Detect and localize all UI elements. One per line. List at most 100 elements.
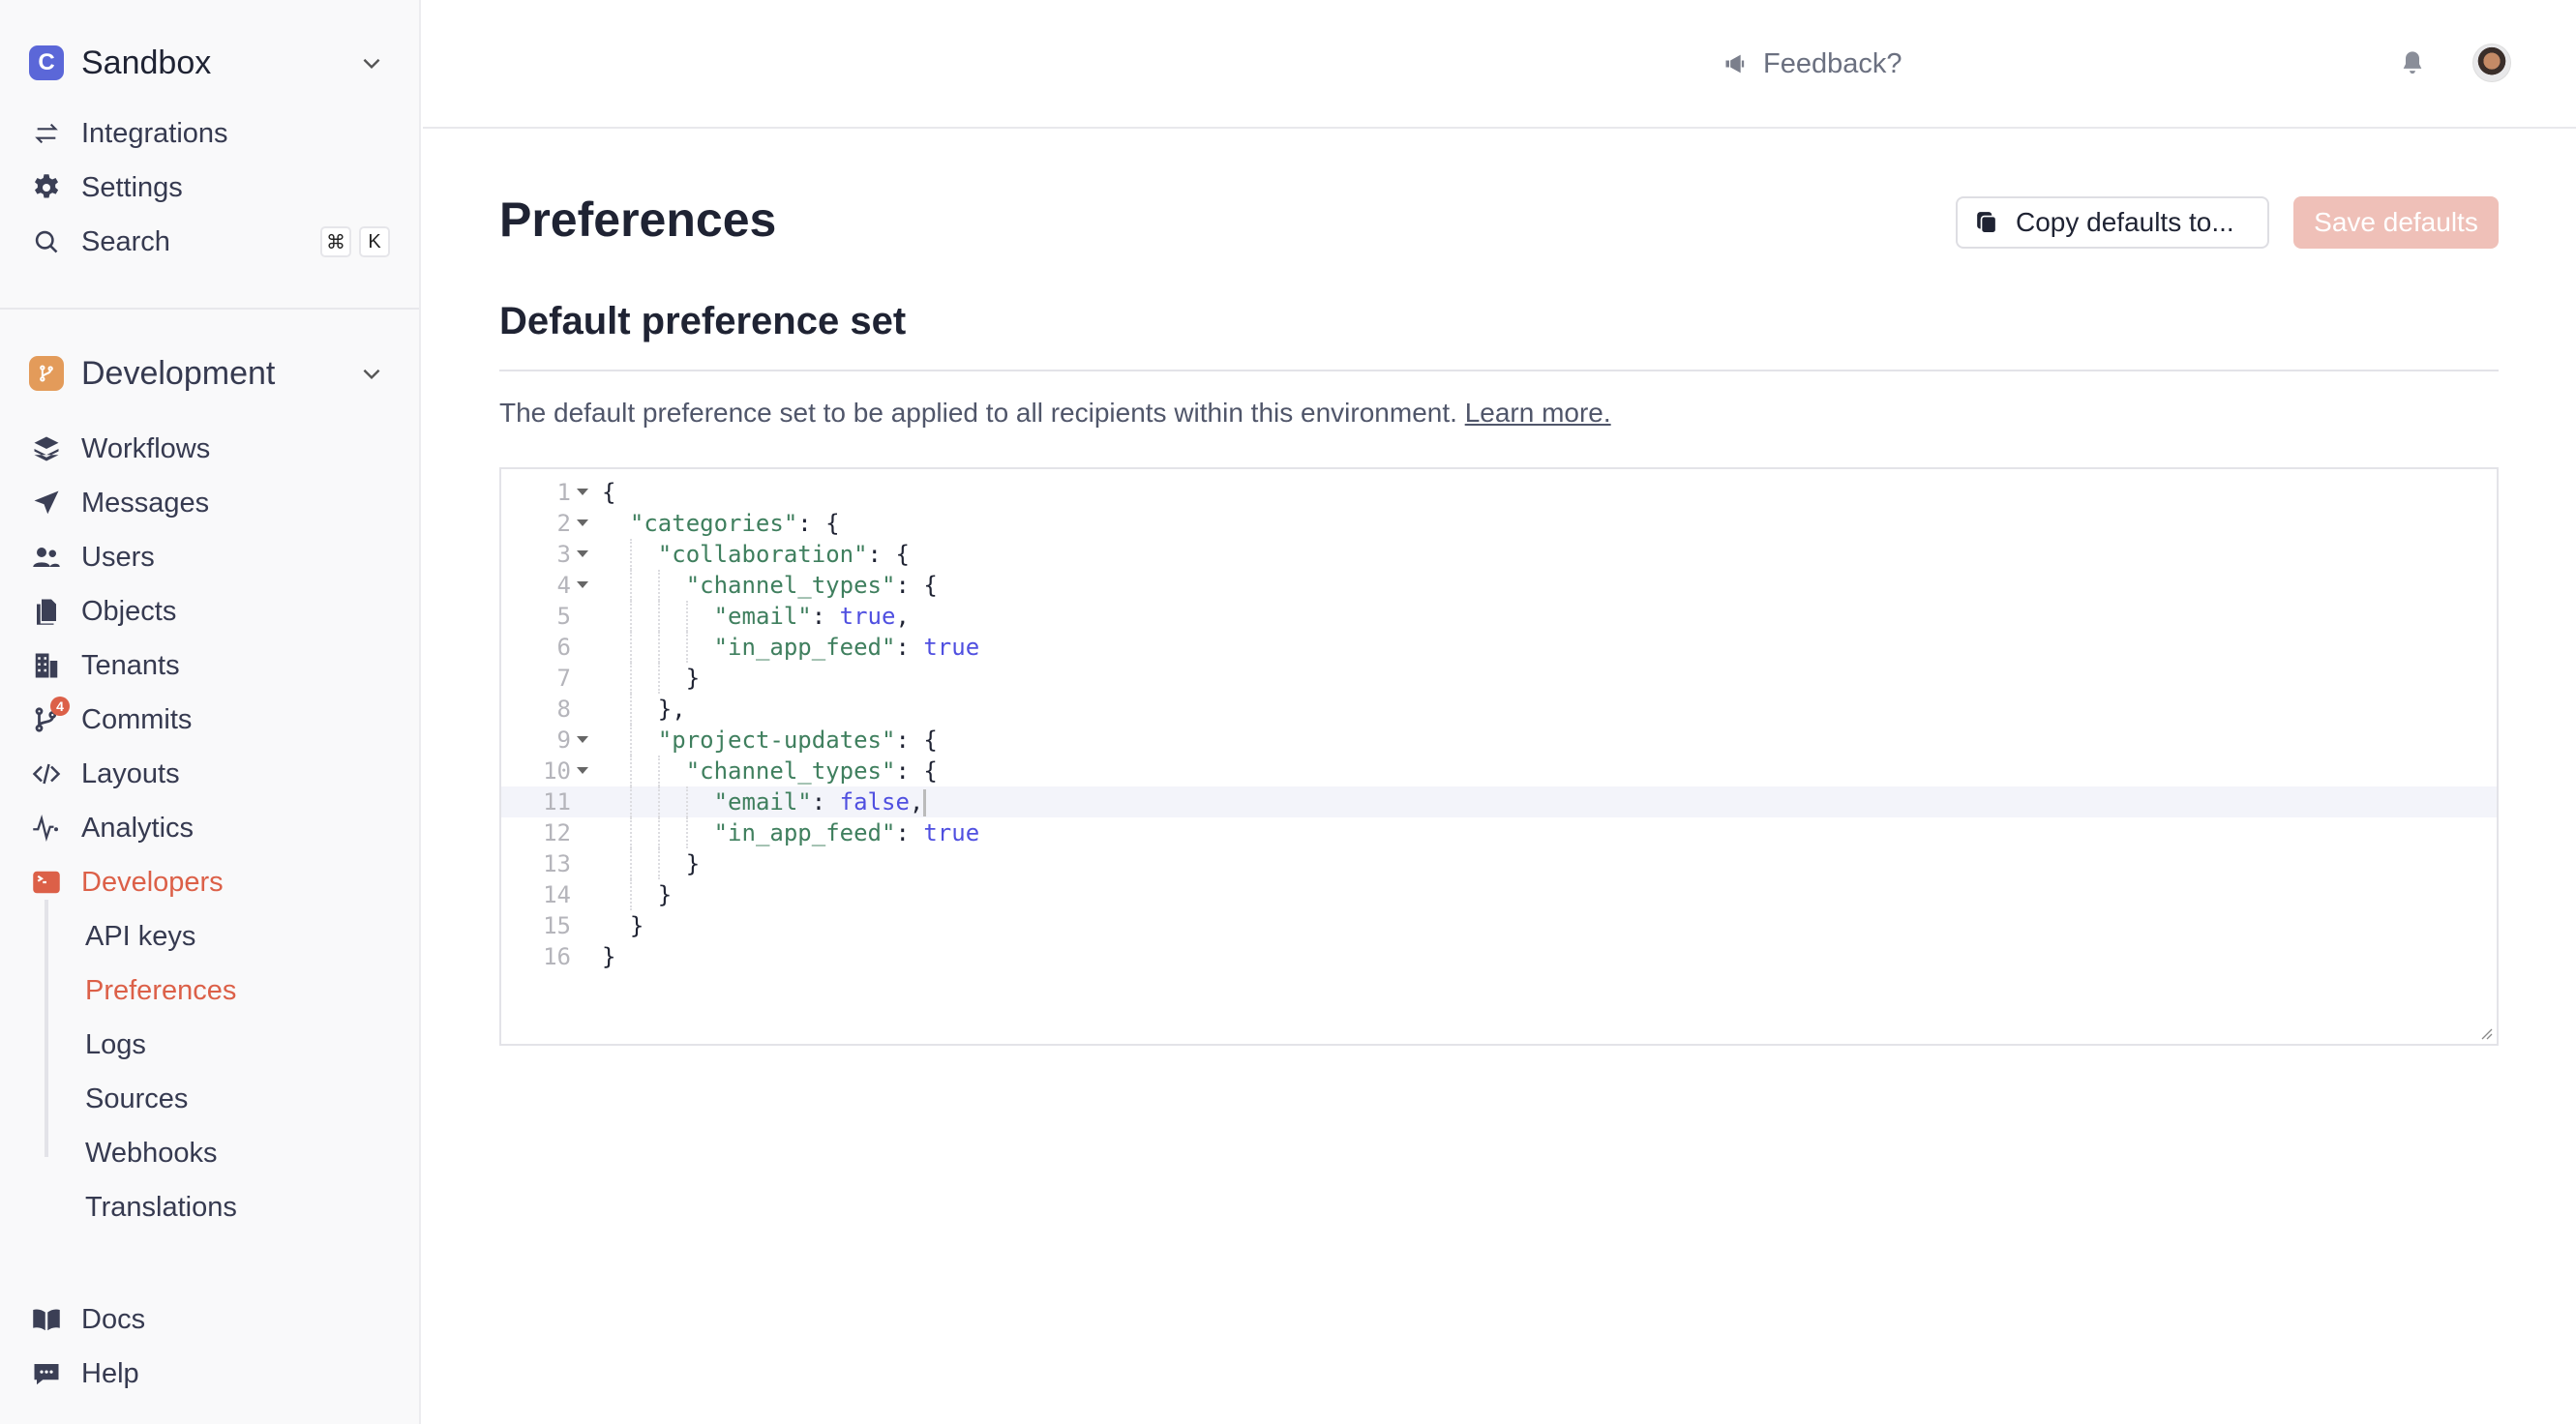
line-number: 9 <box>556 727 571 754</box>
indent-guide <box>629 632 632 663</box>
code-line[interactable]: 3 "collaboration": { <box>501 539 2497 570</box>
arrows-exchange-icon <box>29 116 64 151</box>
sidebar-item-objects[interactable]: Objects <box>29 587 390 636</box>
code-line[interactable]: 10 "channel_types": { <box>501 756 2497 786</box>
code-line[interactable]: 13} <box>501 848 2497 879</box>
section-description: The default preference set to be applied… <box>499 398 1611 429</box>
code-content: "project-updates": { <box>658 725 938 756</box>
indent-guide <box>685 632 688 663</box>
token-string: "email" <box>713 603 812 630</box>
feedback-button[interactable]: Feedback? <box>1722 43 1902 85</box>
code-line[interactable]: 16} <box>501 941 2497 972</box>
environment-name: Sandbox <box>81 44 212 81</box>
code-line[interactable]: 7} <box>501 663 2497 694</box>
fold-toggle-icon[interactable] <box>577 736 588 743</box>
token-punct: } <box>685 665 701 692</box>
sidebar-item-help[interactable]: Help <box>29 1350 390 1398</box>
subnav-item-sources[interactable]: Sources <box>85 1083 189 1114</box>
code-line[interactable]: 14} <box>501 879 2497 910</box>
token-string: "categories" <box>629 510 798 537</box>
fold-toggle-icon[interactable] <box>577 489 588 495</box>
user-avatar[interactable] <box>2472 44 2511 82</box>
code-line[interactable]: 12 "in_app_feed": true <box>501 817 2497 848</box>
code-line[interactable]: 2 "categories": { <box>501 508 2497 539</box>
code-line[interactable]: 1{ <box>501 477 2497 508</box>
token-punct: } <box>629 912 644 939</box>
json-editor[interactable]: 1{2 "categories": {3 "collaboration": {4 "c… <box>499 467 2499 1046</box>
fold-toggle-icon[interactable] <box>577 581 588 588</box>
line-number: 6 <box>556 634 571 661</box>
sidebar-item-docs[interactable]: Docs <box>29 1295 390 1344</box>
fold-toggle-icon[interactable] <box>577 550 588 557</box>
line-number: 2 <box>556 510 571 537</box>
token-punct: } <box>602 943 616 970</box>
resize-handle-icon[interactable] <box>2479 1026 2493 1040</box>
environment-switcher[interactable]: C Sandbox <box>29 39 390 87</box>
chevron-down-icon <box>363 58 380 70</box>
sidebar-item-messages[interactable]: Messages <box>29 479 390 527</box>
token-string: "collaboration" <box>657 541 868 568</box>
gear-icon <box>29 170 64 205</box>
paper-plane-icon <box>29 486 64 520</box>
sidebar-item-commits[interactable]: 4 Commits <box>29 696 390 744</box>
copy-defaults-label: Copy defaults to... <box>2016 207 2234 237</box>
sidebar-item-label: Objects <box>81 595 177 627</box>
terminal-icon <box>29 865 64 900</box>
code-icon <box>29 756 64 791</box>
code-line[interactable]: 11 "email": false, <box>501 786 2497 817</box>
token-punct: } <box>685 850 701 877</box>
token-bool: true <box>839 603 896 630</box>
branch-switcher[interactable]: Development <box>29 349 390 398</box>
code-line[interactable]: 9 "project-updates": { <box>501 725 2497 756</box>
fold-toggle-icon[interactable] <box>577 519 588 526</box>
sidebar-item-developers[interactable]: Developers <box>29 858 390 906</box>
token-bool: false <box>839 788 910 816</box>
sidebar-item-workflows[interactable]: Workflows <box>29 425 390 473</box>
sidebar-item-label: Layouts <box>81 757 180 789</box>
shortcut-key: K <box>359 226 390 257</box>
code-content: } <box>630 910 644 941</box>
subnav-item-webhooks[interactable]: Webhooks <box>85 1138 218 1169</box>
bell-icon[interactable] <box>2399 48 2426 77</box>
sidebar-item-users[interactable]: Users <box>29 533 390 581</box>
sidebar-item-layouts[interactable]: Layouts <box>29 750 390 798</box>
environment-logo: C <box>29 45 64 80</box>
users-icon <box>29 540 64 575</box>
sidebar-item-label: Search <box>81 225 170 257</box>
code-content: } <box>686 848 700 879</box>
indent-guide <box>685 786 688 817</box>
sidebar-item-integrations[interactable]: Integrations <box>29 109 390 158</box>
indent-guide <box>657 786 660 817</box>
indent-guide <box>629 570 632 601</box>
sidebar-item-search[interactable]: Search ⌘ K <box>29 218 390 266</box>
description-text: The default preference set to be applied… <box>499 398 1457 428</box>
learn-more-link[interactable]: Learn more. <box>1464 398 1611 428</box>
feedback-label: Feedback? <box>1763 47 1902 79</box>
token-punct: }, <box>657 696 686 723</box>
sidebar-item-label: Users <box>81 541 155 573</box>
sidebar-item-analytics[interactable]: Analytics <box>29 804 390 852</box>
copy-defaults-button[interactable]: Copy defaults to... <box>1956 196 2269 249</box>
code-line[interactable]: 4 "channel_types": { <box>501 570 2497 601</box>
sidebar-item-label: Tenants <box>81 649 180 681</box>
code-content: } <box>686 663 700 694</box>
line-number: 5 <box>556 603 571 630</box>
sidebar-item-tenants[interactable]: Tenants <box>29 641 390 690</box>
subnav-item-preferences[interactable]: Preferences <box>85 975 237 1006</box>
sidebar-item-settings[interactable]: Settings <box>29 163 390 212</box>
save-defaults-button[interactable]: Save defaults <box>2293 196 2499 249</box>
indent-guide <box>657 663 660 694</box>
token-punct: , <box>895 603 910 630</box>
code-line[interactable]: 6 "in_app_feed": true <box>501 632 2497 663</box>
git-branch-icon <box>29 356 64 391</box>
code-line[interactable]: 8}, <box>501 694 2497 725</box>
subnav-item-logs[interactable]: Logs <box>85 1029 146 1060</box>
subnav-item-translations[interactable]: Translations <box>85 1192 237 1223</box>
code-content: "channel_types": { <box>686 570 938 601</box>
sidebar-item-label: Workflows <box>81 432 211 464</box>
subnav-item-api-keys[interactable]: API keys <box>85 921 196 952</box>
code-line[interactable]: 15} <box>501 910 2497 941</box>
code-line[interactable]: 5 "email": true, <box>501 601 2497 632</box>
fold-toggle-icon[interactable] <box>577 767 588 774</box>
code-content: "email": false, <box>714 786 927 817</box>
